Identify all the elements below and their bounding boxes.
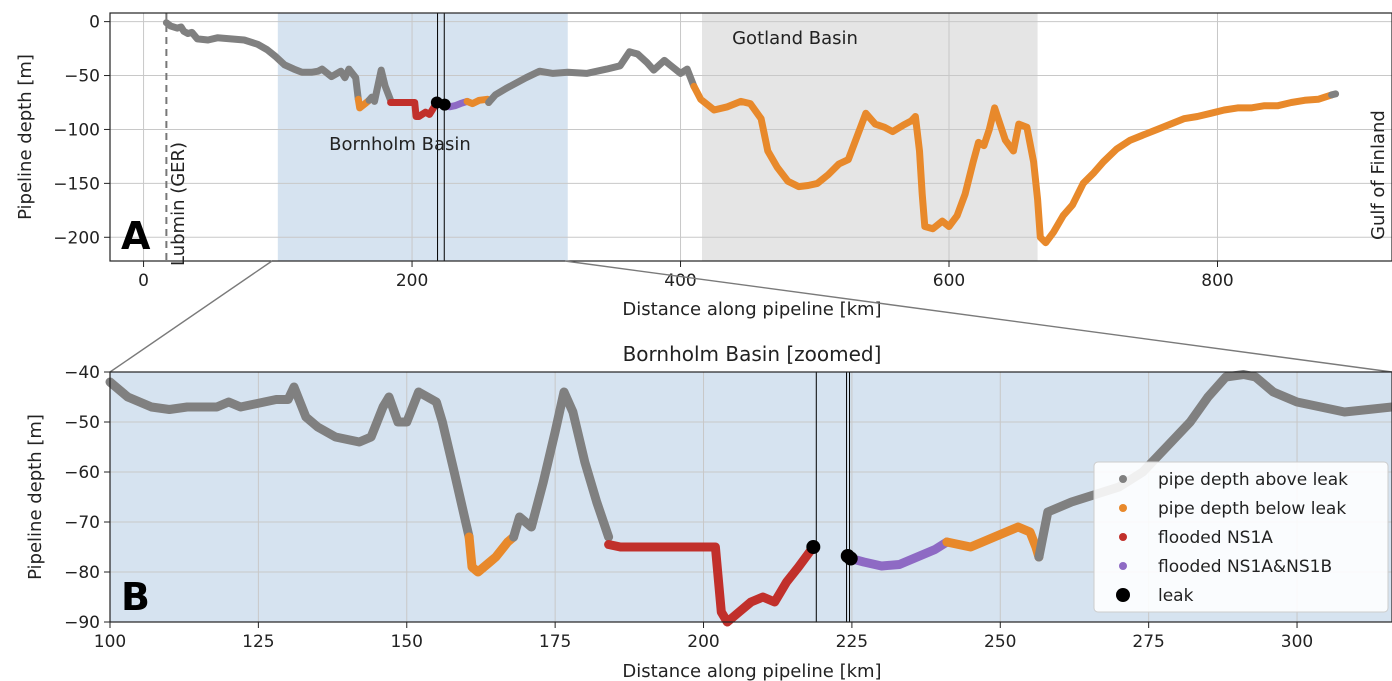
panel-b-ticks: 100 125 150 175 200 225 250 275 300 −40 −50 −60 −70 −… — [64, 363, 1313, 652]
x-tick-label: 100 — [94, 632, 126, 652]
bornholm-basin-label: Bornholm Basin — [329, 134, 471, 155]
y-tick-label: −40 — [64, 363, 100, 383]
x-tick-label: 125 — [242, 632, 274, 652]
zoom-connector-left — [109, 260, 273, 373]
x-tick-label: 175 — [539, 632, 571, 652]
x-tick-label: 0 — [138, 271, 149, 291]
x-tick-label: 600 — [933, 271, 965, 291]
legend-label-leak: leak — [1158, 586, 1194, 606]
panel-b-title: Bornholm Basin [zoomed] — [623, 342, 882, 366]
y-tick-label: −90 — [64, 613, 100, 633]
panel-a-ticks: 0 200 400 600 800 0 −50 −100 −150 −200 — [53, 13, 1233, 291]
y-tick-label: −200 — [53, 228, 100, 248]
x-tick-label: 150 — [391, 632, 423, 652]
y-tick-label: −50 — [64, 67, 100, 87]
leak-point — [843, 551, 858, 566]
series-below — [464, 532, 519, 577]
gulf-of-finland-label: Gulf of Finland — [1368, 110, 1389, 240]
panel-a-frame — [109, 12, 1392, 262]
series-above — [1034, 370, 1392, 562]
zoom-connector-right — [564, 260, 1392, 373]
series-above — [509, 387, 614, 542]
leak-point — [438, 98, 451, 111]
series-above — [162, 19, 362, 103]
x-tick-label: 800 — [1201, 271, 1233, 291]
x-tick-label: 275 — [1132, 632, 1164, 652]
bornholm-basin-region — [277, 13, 568, 261]
legend-label-ns1a: flooded NS1A — [1158, 528, 1273, 548]
series-ns1ab — [846, 537, 952, 571]
y-tick-label: −150 — [53, 174, 100, 194]
gotland-basin-region — [702, 13, 1038, 261]
lubmin-label: Lubmin (GER) — [168, 142, 189, 266]
y-tick-label: −50 — [64, 413, 100, 433]
panel-a-grid — [110, 13, 1392, 261]
legend-label-below: pipe depth below leak — [1158, 499, 1346, 519]
x-tick-label: 225 — [836, 632, 868, 652]
legend-marker-ns1ab — [1119, 562, 1127, 570]
x-tick-label: 400 — [664, 271, 696, 291]
panel-b-letter: B — [121, 575, 150, 619]
panel-a-y-axis-label: Pipeline depth [m] — [15, 54, 36, 220]
panel-b-chart: 100 125 150 175 200 225 250 275 300 −40 −50 −60 −70 −… — [25, 342, 1392, 681]
legend-box — [1093, 461, 1389, 613]
y-tick-label: −70 — [64, 513, 100, 533]
leak-point — [806, 540, 821, 554]
legend-marker-leak — [1116, 588, 1130, 602]
legend: pipe depth above leak pipe depth below le… — [1093, 461, 1389, 613]
series-ns1a — [387, 99, 441, 120]
series-above — [485, 48, 698, 106]
legend-marker-ns1a — [1119, 533, 1127, 541]
panel-a-background — [277, 13, 1038, 261]
series-above — [1328, 90, 1340, 99]
legend-marker-below — [1119, 504, 1127, 512]
legend-marker-above — [1119, 475, 1127, 483]
y-tick-label: −80 — [64, 563, 100, 583]
legend-label-above: pipe depth above leak — [1158, 470, 1348, 490]
series-below — [690, 82, 1336, 247]
y-tick-label: −60 — [64, 463, 100, 483]
y-tick-label: 0 — [89, 13, 100, 33]
legend-label-ns1ab: flooded NS1A&NS1B — [1158, 557, 1332, 577]
panel-a-series — [162, 13, 1340, 261]
series-above — [105, 377, 474, 542]
panel-a-chart: 0 200 400 600 800 0 −50 −100 −150 −200 Bornholm B… — [15, 12, 1392, 320]
panel-b-x-axis-label: Distance along pipeline [km] — [622, 661, 881, 681]
x-tick-label: 200 — [687, 632, 719, 652]
panel-a-x-axis-label: Distance along pipeline [km] — [622, 299, 881, 320]
x-tick-label: 200 — [396, 271, 428, 291]
x-tick-label: 300 — [1281, 632, 1313, 652]
series-above — [365, 66, 395, 105]
panel-b-frame — [109, 371, 1392, 623]
panel-b-y-axis-label: Pipeline depth [m] — [25, 414, 46, 580]
y-tick-label: −100 — [53, 120, 100, 140]
series-below — [942, 522, 1044, 562]
panel-a-letter: A — [121, 214, 151, 258]
gotland-basin-label: Gotland Basin — [732, 28, 858, 49]
x-tick-label: 250 — [984, 632, 1016, 652]
